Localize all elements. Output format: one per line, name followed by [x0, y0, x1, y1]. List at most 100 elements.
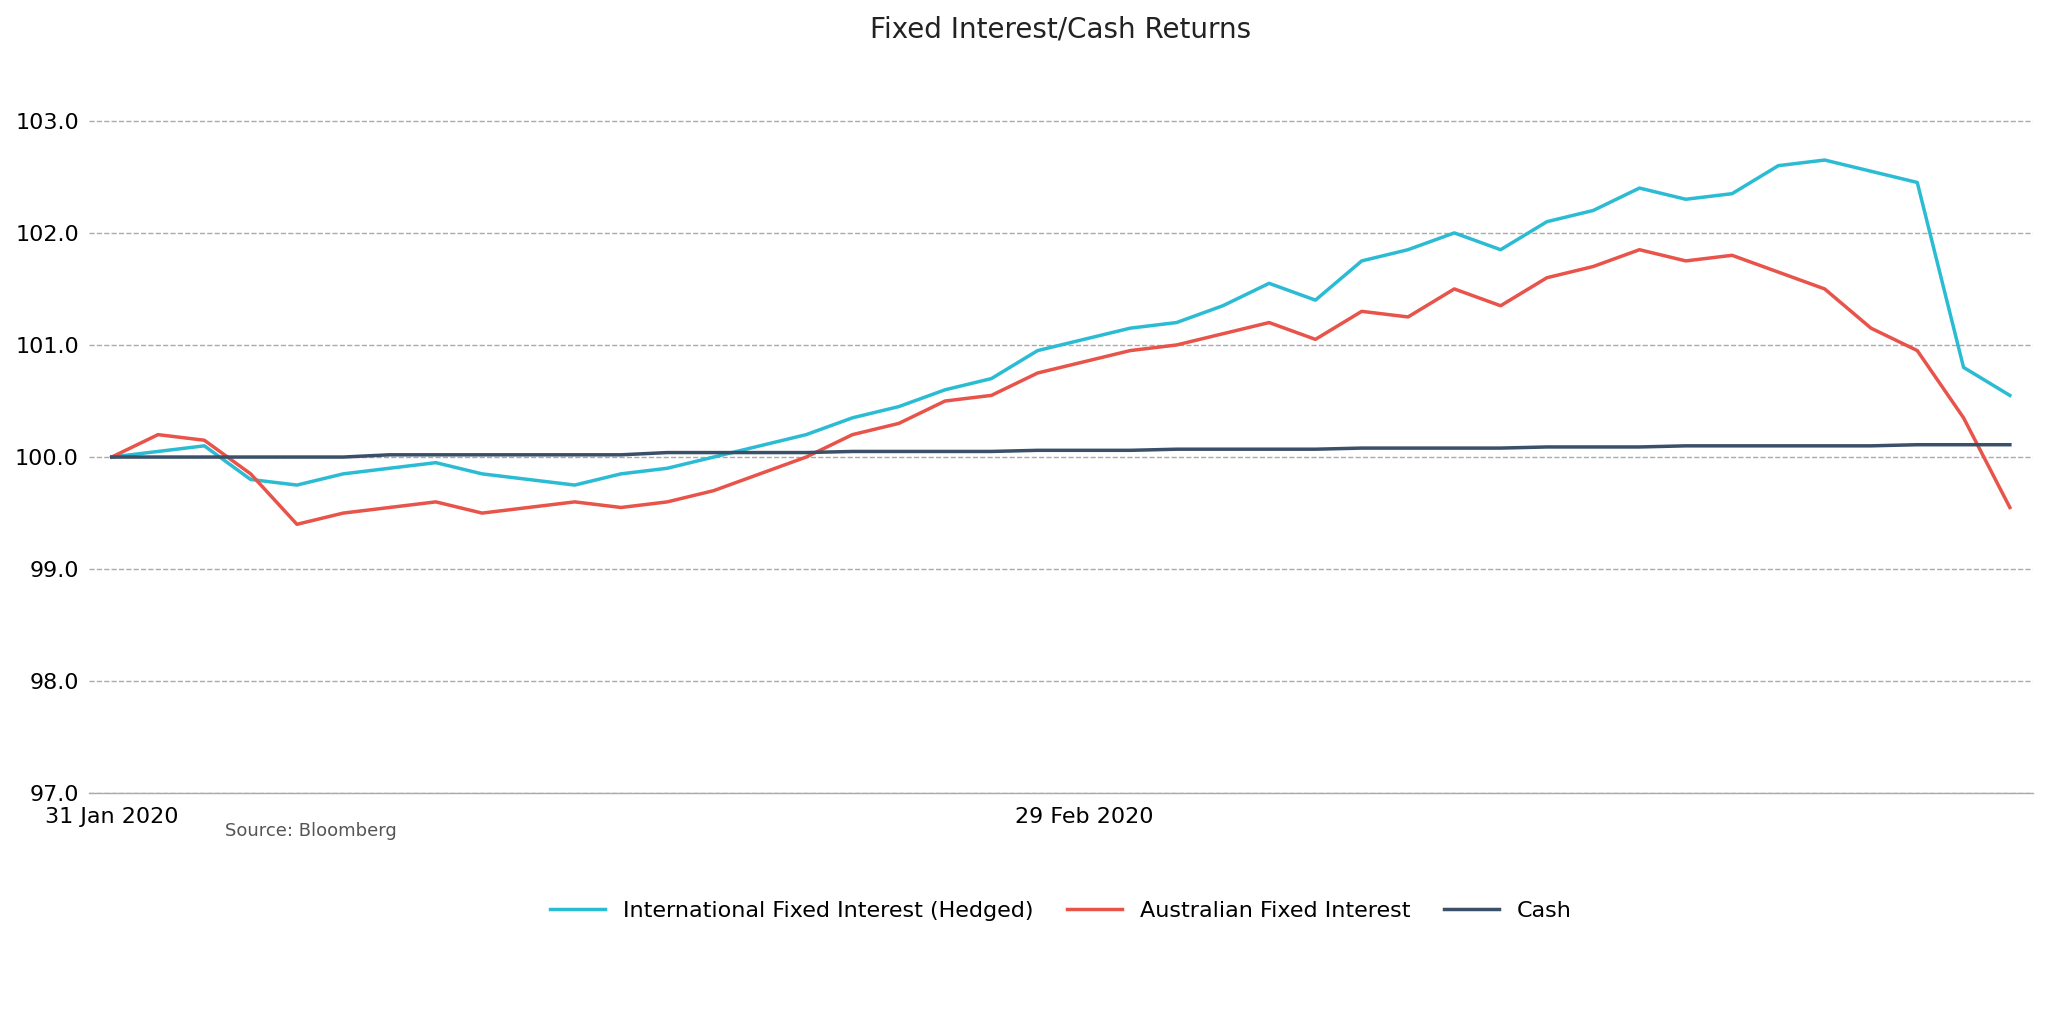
International Fixed Interest (Hedged) — [1628, 182, 1653, 195]
International Fixed Interest (Hedged) — [748, 439, 772, 452]
Cash — [1765, 439, 1790, 452]
Cash — [887, 445, 911, 458]
International Fixed Interest (Hedged) — [469, 467, 494, 480]
Australian Fixed Interest — [1952, 411, 1976, 424]
Cash — [424, 449, 449, 461]
Australian Fixed Interest — [1489, 299, 1513, 312]
Australian Fixed Interest — [608, 501, 633, 514]
Australian Fixed Interest — [840, 429, 864, 441]
Australian Fixed Interest — [377, 501, 401, 514]
Cash — [1303, 443, 1327, 456]
International Fixed Interest (Hedged) — [1905, 176, 1929, 189]
Cash — [1397, 442, 1421, 455]
International Fixed Interest (Hedged) — [608, 467, 633, 480]
International Fixed Interest (Hedged) — [795, 429, 819, 441]
Cash — [377, 449, 401, 461]
Australian Fixed Interest — [1673, 255, 1698, 267]
International Fixed Interest (Hedged) — [979, 372, 1004, 384]
Cash — [1163, 443, 1188, 456]
Cash — [563, 449, 588, 461]
Text: Source: Bloomberg: Source: Bloomberg — [225, 823, 397, 840]
Australian Fixed Interest — [424, 495, 449, 508]
Australian Fixed Interest — [1210, 327, 1235, 340]
Australian Fixed Interest — [1163, 339, 1188, 351]
International Fixed Interest (Hedged) — [887, 400, 911, 412]
International Fixed Interest (Hedged) — [700, 451, 725, 463]
Line: Cash: Cash — [113, 444, 2009, 457]
International Fixed Interest (Hedged) — [332, 467, 356, 480]
Cash — [1812, 439, 1837, 452]
International Fixed Interest (Hedged) — [238, 473, 262, 486]
Cash — [1673, 439, 1698, 452]
Cash — [1581, 440, 1606, 453]
International Fixed Interest (Hedged) — [1163, 316, 1188, 328]
International Fixed Interest (Hedged) — [1581, 204, 1606, 217]
Australian Fixed Interest — [1118, 344, 1143, 356]
Line: International Fixed Interest (Hedged): International Fixed Interest (Hedged) — [113, 160, 2009, 485]
International Fixed Interest (Hedged) — [1765, 160, 1790, 172]
Australian Fixed Interest — [1534, 271, 1559, 284]
Cash — [748, 447, 772, 459]
International Fixed Interest (Hedged) — [1026, 344, 1051, 356]
International Fixed Interest (Hedged) — [840, 411, 864, 424]
Cash — [469, 449, 494, 461]
Cash — [145, 451, 170, 463]
Australian Fixed Interest — [238, 467, 262, 480]
Cash — [1628, 440, 1653, 453]
International Fixed Interest (Hedged) — [655, 462, 680, 474]
Cash — [516, 449, 541, 461]
Australian Fixed Interest — [1860, 322, 1884, 335]
Cash — [1860, 439, 1884, 452]
Cash — [1118, 444, 1143, 457]
International Fixed Interest (Hedged) — [145, 445, 170, 458]
Australian Fixed Interest — [655, 495, 680, 508]
Cash — [1720, 439, 1745, 452]
Australian Fixed Interest — [193, 434, 217, 447]
Australian Fixed Interest — [332, 507, 356, 519]
Cash — [1905, 438, 1929, 451]
Australian Fixed Interest — [145, 429, 170, 441]
Cash — [1997, 438, 2021, 451]
Cash — [193, 451, 217, 463]
International Fixed Interest (Hedged) — [1397, 243, 1421, 256]
Cash — [1071, 444, 1096, 457]
Legend: International Fixed Interest (Hedged), Australian Fixed Interest, Cash: International Fixed Interest (Hedged), A… — [541, 892, 1581, 930]
Australian Fixed Interest — [1581, 260, 1606, 272]
Australian Fixed Interest — [887, 418, 911, 430]
Cash — [285, 451, 309, 463]
International Fixed Interest (Hedged) — [1350, 255, 1374, 267]
Australian Fixed Interest — [1905, 344, 1929, 356]
Australian Fixed Interest — [795, 451, 819, 463]
Cash — [795, 447, 819, 459]
Cash — [238, 451, 262, 463]
Australian Fixed Interest — [1257, 316, 1282, 328]
Cash — [840, 445, 864, 458]
Australian Fixed Interest — [1350, 306, 1374, 318]
Australian Fixed Interest — [469, 507, 494, 519]
Australian Fixed Interest — [932, 395, 956, 407]
Australian Fixed Interest — [516, 501, 541, 514]
International Fixed Interest (Hedged) — [1997, 390, 2021, 402]
International Fixed Interest (Hedged) — [1720, 188, 1745, 200]
International Fixed Interest (Hedged) — [1673, 193, 1698, 205]
International Fixed Interest (Hedged) — [1812, 153, 1837, 166]
Cash — [700, 447, 725, 459]
Cash — [100, 451, 125, 463]
Australian Fixed Interest — [1026, 367, 1051, 379]
International Fixed Interest (Hedged) — [1303, 294, 1327, 307]
International Fixed Interest (Hedged) — [1257, 277, 1282, 289]
International Fixed Interest (Hedged) — [1489, 243, 1513, 256]
Cash — [655, 447, 680, 459]
Cash — [1952, 438, 1976, 451]
Cash — [1257, 443, 1282, 456]
International Fixed Interest (Hedged) — [100, 451, 125, 463]
International Fixed Interest (Hedged) — [563, 479, 588, 491]
Australian Fixed Interest — [285, 518, 309, 530]
Cash — [1489, 442, 1513, 455]
Australian Fixed Interest — [1071, 355, 1096, 368]
Cash — [1442, 442, 1466, 455]
International Fixed Interest (Hedged) — [1442, 227, 1466, 239]
Australian Fixed Interest — [1397, 311, 1421, 323]
Cash — [932, 445, 956, 458]
International Fixed Interest (Hedged) — [1860, 165, 1884, 177]
